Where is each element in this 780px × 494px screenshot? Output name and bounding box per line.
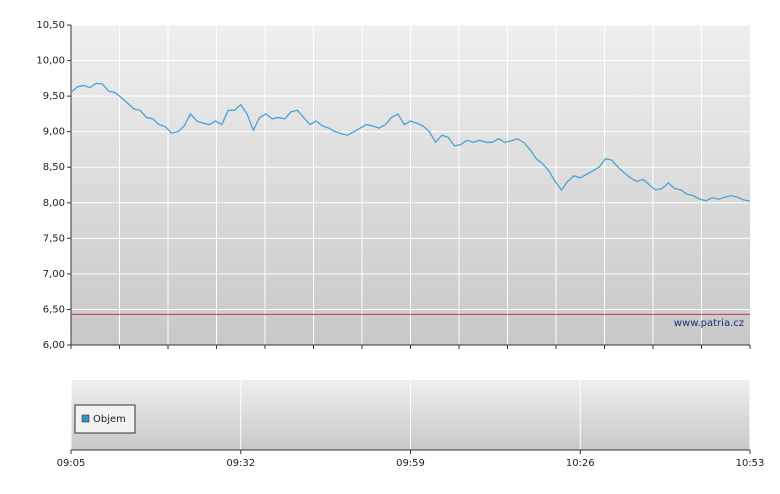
y-tick-label: 8,50 <box>43 162 65 173</box>
y-tick-label: 6,50 <box>43 304 65 315</box>
watermark: www.patria.cz <box>674 318 744 329</box>
y-tick-label: 7,00 <box>43 269 65 280</box>
legend-swatch <box>81 414 90 423</box>
y-tick-label: 9,00 <box>43 127 65 138</box>
price-line <box>70 82 751 202</box>
x-tick-label: 09:59 <box>396 458 425 469</box>
x-tick-label: 09:32 <box>226 458 255 469</box>
x-tick-label: 09:05 <box>57 458 86 469</box>
x-tick-label: 10:53 <box>736 458 765 469</box>
y-tick-label: 10,50 <box>36 20 65 31</box>
y-tick-label: 6,00 <box>43 340 65 351</box>
y-tick-label: 7,50 <box>43 233 65 244</box>
legend-label: Objem <box>93 414 126 425</box>
y-tick-label: 8,00 <box>43 198 65 209</box>
x-tick-label: 10:26 <box>566 458 595 469</box>
y-tick-label: 9,50 <box>43 91 65 102</box>
y-tick-label: 10,00 <box>36 56 65 67</box>
